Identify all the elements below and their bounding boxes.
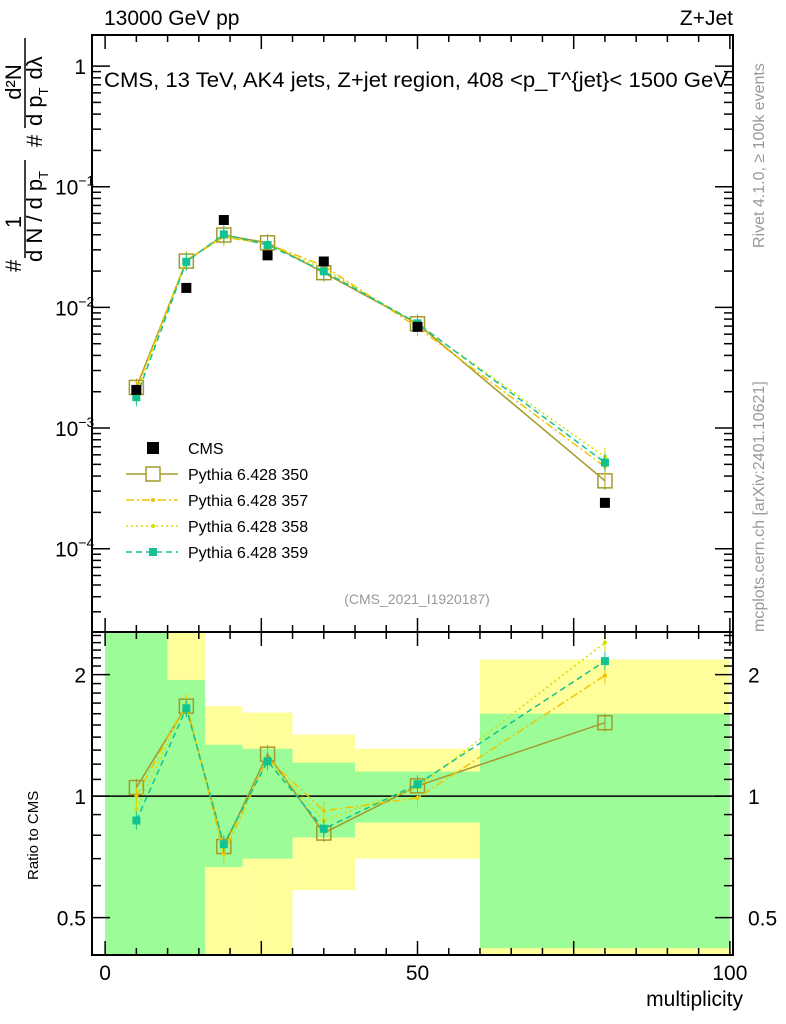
x-axis-label: multiplicity bbox=[646, 988, 743, 1011]
legend-marker-p350 bbox=[145, 466, 161, 482]
plot-title: CMS, 13 TeV, AK4 jets, Z+jet region, 408… bbox=[104, 69, 728, 92]
cms-point bbox=[262, 250, 273, 261]
header-right: Z+Jet bbox=[680, 7, 733, 30]
ratio-y-tick-label-left: 2 bbox=[74, 665, 86, 688]
ratio-y-tick-label-right: 0.5 bbox=[748, 908, 777, 931]
header-left: 13000 GeV pp bbox=[104, 7, 239, 30]
main-point-p359 bbox=[132, 393, 141, 402]
y-label-num-2: d²N bbox=[1, 64, 26, 99]
y-label-num-1: 1 bbox=[1, 216, 26, 228]
legend-label: Pythia 6.428 350 bbox=[188, 467, 308, 484]
ratio-point-p359 bbox=[182, 704, 191, 713]
ratio-point-p350 bbox=[597, 714, 613, 731]
legend-marker-p358 bbox=[151, 524, 155, 528]
main-line-p359 bbox=[135, 233, 606, 464]
legend-label: Pythia 6.428 357 bbox=[188, 493, 308, 510]
ratio-frame bbox=[91, 631, 734, 956]
y-tick-label: 10−2 bbox=[55, 293, 95, 320]
ratio-point-p357 bbox=[134, 794, 139, 799]
main-line-p358 bbox=[135, 235, 606, 458]
y-tick-label: 1 bbox=[74, 56, 86, 79]
analysis-id: (CMS_2021_I1920187) bbox=[344, 591, 490, 607]
ratio-point-p357 bbox=[415, 795, 420, 800]
y-tick-label: 10−4 bbox=[55, 535, 95, 562]
cms-point bbox=[412, 321, 423, 332]
main-point-p359 bbox=[263, 240, 272, 249]
ratio-point-p359 bbox=[263, 757, 272, 766]
x-tick-label: 0 bbox=[99, 962, 111, 985]
y-tick-label: 10−1 bbox=[55, 173, 95, 200]
side-text-top: Rivet 4.1.0, ≥ 100k events bbox=[751, 63, 768, 248]
ratio-point-p359 bbox=[132, 816, 141, 825]
main-point-p359 bbox=[219, 230, 228, 239]
cms-point bbox=[131, 384, 142, 395]
ratio-point-p359 bbox=[319, 824, 328, 833]
ratio-point-p357 bbox=[602, 673, 607, 678]
legend-label: CMS bbox=[188, 441, 224, 458]
y-label-den-2: d pTdλ bbox=[22, 56, 51, 126]
legend-marker-cms bbox=[147, 442, 159, 454]
ratio-y-label: Ratio to CMS bbox=[25, 791, 42, 880]
main-point-p359 bbox=[182, 257, 191, 266]
ratio-y-tick-label-left: 1 bbox=[74, 786, 86, 809]
ratio-point-p359 bbox=[600, 657, 609, 666]
inner-band-bin bbox=[479, 713, 730, 949]
x-tick-label: 100 bbox=[712, 962, 747, 985]
axes: 0 50 100 1 10−1 10−2 10−3 10−4 0.5 0.5 1 1 2 2 bbox=[55, 34, 777, 985]
ratio-y-tick-label-right: 1 bbox=[748, 786, 760, 809]
ratio-bands bbox=[105, 632, 730, 955]
ratio-y-tick-label-right: 2 bbox=[748, 665, 760, 688]
main-point-p359 bbox=[319, 267, 328, 276]
legend-label: Pythia 6.428 358 bbox=[188, 519, 308, 536]
x-tick-label: 50 bbox=[406, 962, 429, 985]
y-tick-label: 10−3 bbox=[55, 414, 95, 441]
y-axis-label: # 1 d N / d pT # d²N d pTdλ bbox=[1, 38, 51, 272]
cms-point bbox=[599, 497, 610, 508]
inner-band-bin bbox=[167, 679, 206, 955]
ratio-point-p358 bbox=[134, 806, 139, 811]
ratio-y-tick-label-left: 0.5 bbox=[57, 908, 86, 931]
ratio-point-p358 bbox=[602, 640, 607, 645]
legend-label: Pythia 6.428 359 bbox=[188, 545, 308, 562]
main-frame bbox=[91, 34, 734, 633]
ratio-point-p359 bbox=[219, 840, 228, 849]
legend-marker-p359 bbox=[149, 548, 157, 556]
side-text-bottom: mcplots.cern.ch [arXiv:2401.10621] bbox=[751, 381, 768, 632]
cms-point bbox=[218, 215, 229, 226]
ratio-point-p359 bbox=[413, 780, 422, 789]
legend-marker-p357 bbox=[151, 498, 155, 502]
cms-point bbox=[318, 256, 329, 267]
y-label-den-1: d N / d pT bbox=[22, 171, 51, 262]
main-line-p357 bbox=[135, 236, 606, 468]
y-label-hash-1: # bbox=[1, 259, 26, 272]
y-label-hash-2: # bbox=[22, 134, 47, 147]
ratio-point-p357 bbox=[321, 808, 326, 813]
cms-point bbox=[181, 282, 192, 293]
chart-marks bbox=[92, 215, 733, 863]
main-point-p359 bbox=[600, 458, 609, 467]
legend: CMS Pythia 6.428 350 Pythia 6.428 357 Pythi… bbox=[126, 441, 308, 562]
